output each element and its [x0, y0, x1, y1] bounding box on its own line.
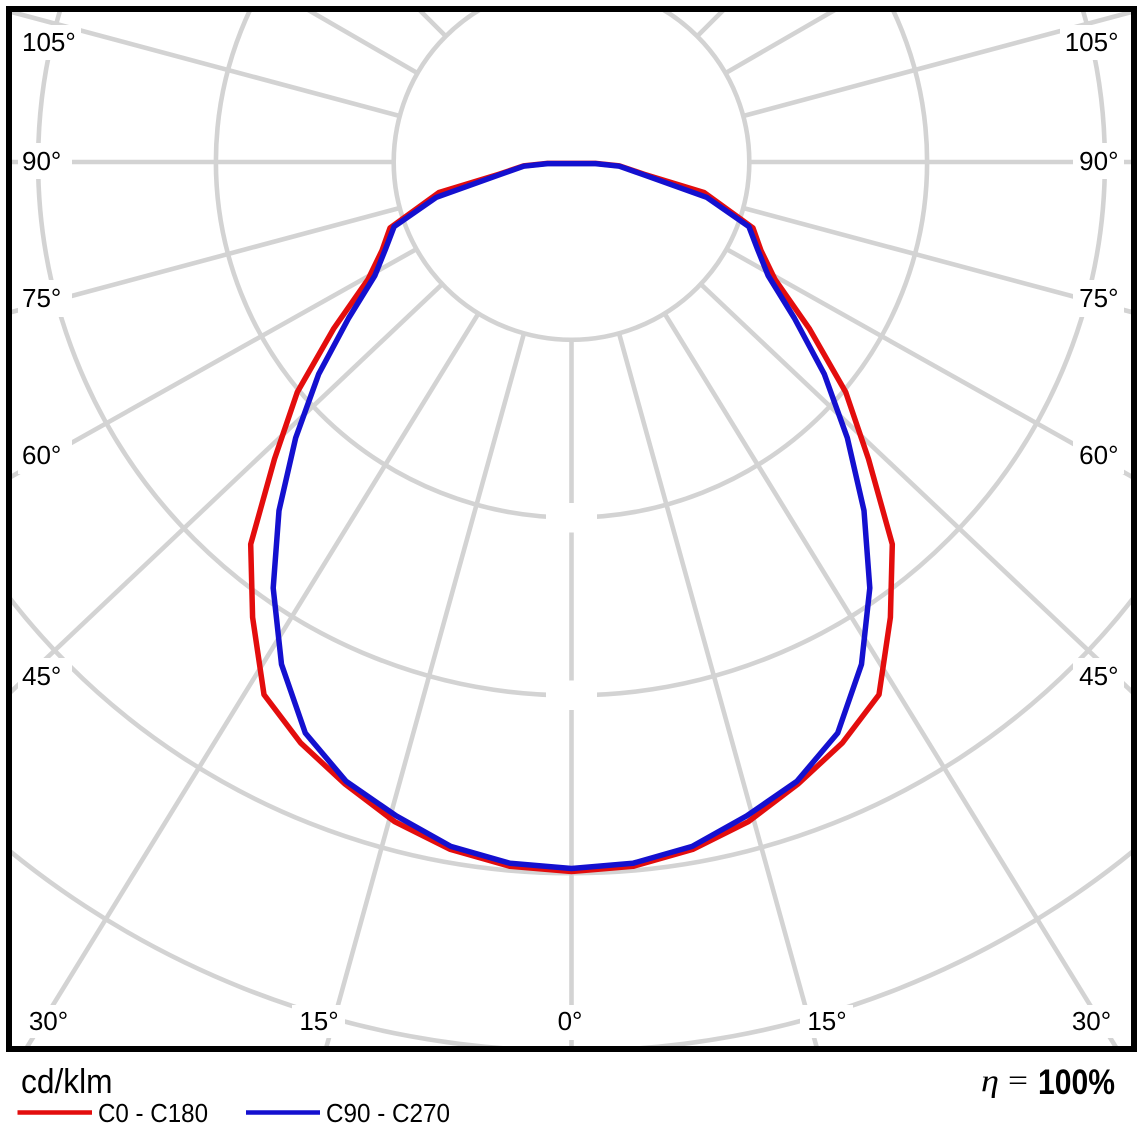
svg-text:90°: 90°: [22, 146, 61, 176]
svg-text:60°: 60°: [1079, 440, 1118, 470]
svg-text:C90 - C270: C90 - C270: [326, 1100, 450, 1128]
svg-text:cd/klm: cd/klm: [21, 1063, 113, 1101]
svg-text:75°: 75°: [22, 283, 61, 313]
svg-text:45°: 45°: [22, 661, 61, 691]
svg-text:15°: 15°: [299, 1006, 338, 1036]
svg-text:105°: 105°: [1065, 27, 1119, 57]
svg-text:30°: 30°: [1072, 1006, 1111, 1036]
svg-text:75°: 75°: [1079, 283, 1118, 313]
svg-text:η: η: [981, 1062, 999, 1098]
svg-text:30°: 30°: [29, 1006, 68, 1036]
svg-text:90°: 90°: [1079, 146, 1118, 176]
svg-text:=: =: [1008, 1064, 1028, 1097]
svg-text:45°: 45°: [1079, 661, 1118, 691]
svg-text:60°: 60°: [22, 440, 61, 470]
svg-text:C0 - C180: C0 - C180: [98, 1100, 208, 1128]
svg-text:0°: 0°: [558, 1006, 583, 1036]
svg-text:105°: 105°: [22, 27, 76, 57]
svg-text:100%: 100%: [1038, 1063, 1115, 1102]
svg-text:15°: 15°: [807, 1006, 846, 1036]
